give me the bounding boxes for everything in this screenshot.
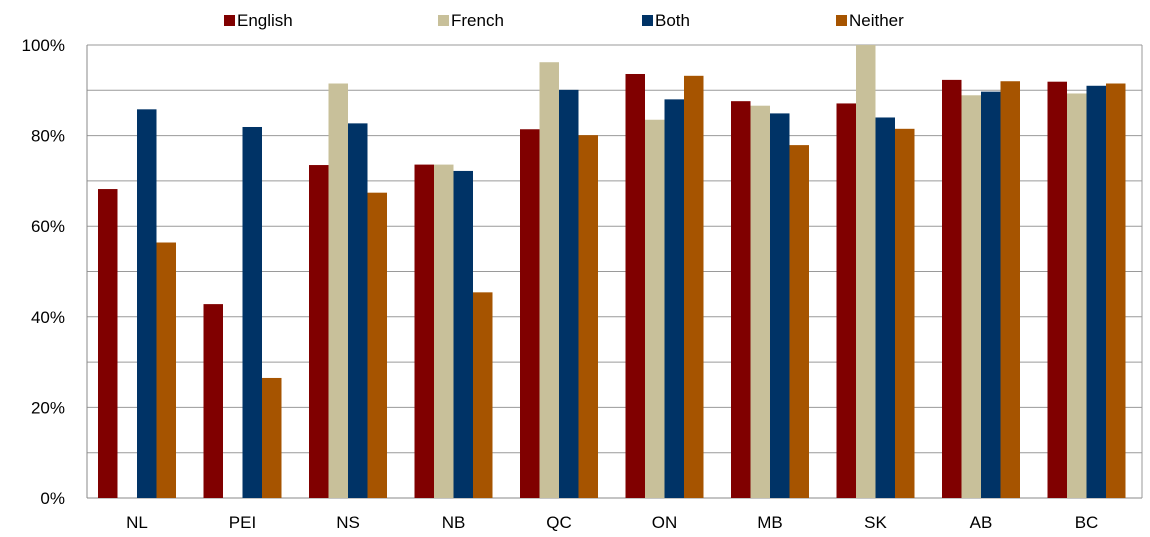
y-tick-label: 20% <box>31 398 65 417</box>
bar-french-nb <box>434 164 454 499</box>
bar-neither-on <box>684 75 704 498</box>
x-tick-label: MB <box>757 513 783 532</box>
legend-item-french: French <box>438 11 504 30</box>
bar-both-bc <box>1086 85 1106 499</box>
bar-neither-nl <box>156 242 176 498</box>
legend-item-english: English <box>224 11 293 30</box>
bar-english-mb <box>731 101 751 498</box>
legend-swatch <box>224 15 235 26</box>
x-tick-label: ON <box>652 513 678 532</box>
bar-both-nb <box>453 170 473 498</box>
bar-french-on <box>645 119 665 499</box>
y-tick-label: 100% <box>22 36 65 55</box>
bar-neither-sk <box>895 128 915 498</box>
x-tick-label: NB <box>442 513 466 532</box>
x-tick-label: PEI <box>229 513 256 532</box>
bar-english-ns <box>309 165 329 499</box>
bar-neither-qc <box>578 135 598 498</box>
bar-neither-nb <box>473 292 493 498</box>
bar-neither-ab <box>1000 81 1020 499</box>
bar-french-ab <box>961 95 981 499</box>
y-tick-label: 0% <box>40 489 65 508</box>
legend-label: Both <box>655 11 690 30</box>
y-tick-label: 40% <box>31 308 65 327</box>
x-tick-label: SK <box>864 513 887 532</box>
bar-both-sk <box>875 117 895 498</box>
bar-french-mb <box>750 105 770 499</box>
x-tick-label: NS <box>336 513 360 532</box>
x-tick-label: QC <box>546 513 572 532</box>
bar-both-ab <box>981 91 1001 498</box>
bar-english-nb <box>414 164 434 499</box>
legend-item-neither: Neither <box>836 11 904 30</box>
legend-label: English <box>237 11 293 30</box>
legend-swatch <box>642 15 653 26</box>
bar-neither-bc <box>1106 83 1126 498</box>
legend-label: Neither <box>849 11 904 30</box>
bar-both-ns <box>348 123 368 498</box>
x-tick-label: BC <box>1075 513 1099 532</box>
legend-swatch <box>438 15 449 26</box>
bar-english-qc <box>520 129 540 498</box>
legend: English French Both Neither <box>224 11 904 30</box>
bar-english-on <box>625 73 645 498</box>
y-tick-label: 80% <box>31 127 65 146</box>
bar-french-qc <box>539 62 559 499</box>
x-tick-label: AB <box>970 513 993 532</box>
bar-french-bc <box>1067 93 1087 498</box>
y-tick-labels: 0% 20% 40% 60% 80% 100% <box>22 36 65 508</box>
bars <box>98 45 1126 499</box>
bar-english-bc <box>1047 81 1067 499</box>
bar-french-sk <box>856 45 876 498</box>
bar-neither-mb <box>789 145 809 498</box>
bar-neither-pei <box>262 377 282 498</box>
bar-both-on <box>664 99 684 499</box>
y-tick-label: 60% <box>31 217 65 236</box>
bar-english-nl <box>98 189 118 498</box>
bar-french-ns <box>328 83 348 498</box>
bar-english-ab <box>942 79 962 499</box>
legend-swatch <box>836 15 847 26</box>
bar-english-pei <box>203 304 223 498</box>
bar-english-sk <box>836 103 856 498</box>
legend-label: French <box>451 11 504 30</box>
bar-both-qc <box>559 89 579 499</box>
bar-both-mb <box>770 113 790 498</box>
bar-neither-ns <box>367 192 387 499</box>
legend-item-both: Both <box>642 11 690 30</box>
bar-both-nl <box>137 109 157 499</box>
bar-both-pei <box>242 126 262 499</box>
x-tick-label: NL <box>126 513 148 532</box>
x-tick-labels: NL PEI NS NB QC ON MB SK AB BC <box>126 513 1098 532</box>
